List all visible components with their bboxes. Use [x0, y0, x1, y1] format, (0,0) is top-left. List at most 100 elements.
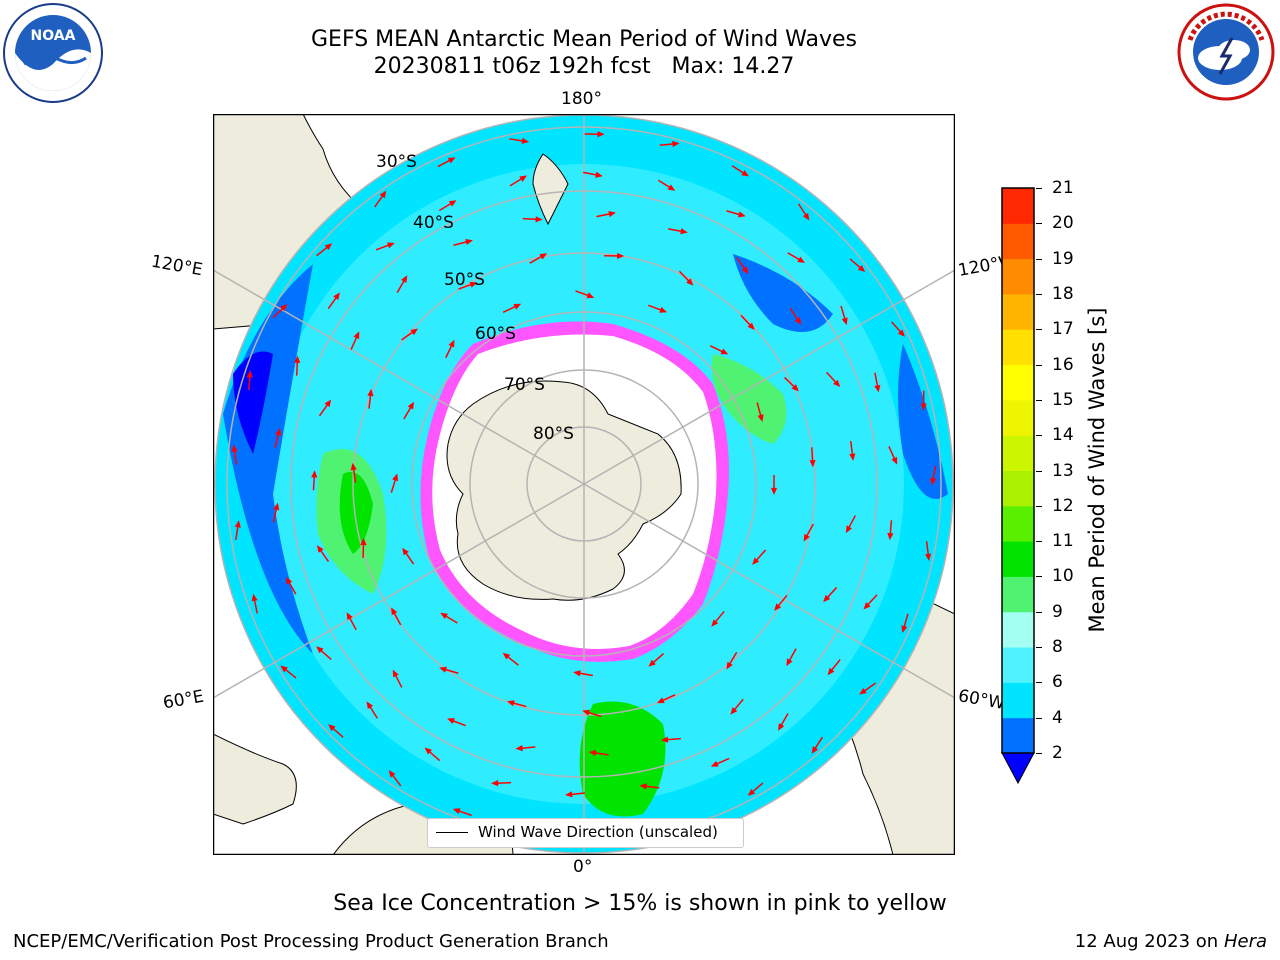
- wind-wave-arrow-head: [582, 709, 591, 716]
- wind-wave-arrow-head: [752, 557, 760, 565]
- wind-wave-arrow-head: [448, 339, 455, 348]
- wind-wave-arrow-head: [774, 603, 782, 611]
- wind-wave-arrow-head: [737, 211, 746, 218]
- wind-wave-arrow-head: [360, 537, 367, 546]
- wind-wave-arrow-head: [797, 256, 806, 263]
- wind-wave-arrow-head: [833, 379, 841, 388]
- legend-line-swatch: [436, 832, 468, 833]
- wind-wave-arrow-head: [823, 594, 831, 603]
- lon-label-0: 0°: [573, 857, 593, 877]
- wind-wave-arrow-head: [366, 701, 374, 710]
- wind-wave-arrow-head: [639, 783, 647, 790]
- wind-wave-arrow-head: [316, 646, 324, 654]
- chart-title-line1: GEFS MEAN Antarctic Mean Period of Wind …: [311, 27, 857, 52]
- wind-wave-arrow-head: [324, 243, 333, 251]
- wind-wave-arrow-head: [897, 329, 905, 337]
- colorbar-tick-mark: [1036, 682, 1042, 684]
- lat-label-60s: 60°S: [475, 324, 516, 344]
- sea-ice-note: Sea Ice Concentration > 15% is shown in …: [333, 891, 947, 916]
- wind-wave-arrow-head: [353, 331, 360, 340]
- wind-wave-arrow-head: [448, 200, 457, 207]
- colorbar-tick-label: 6: [1052, 672, 1063, 693]
- colorbar-block: [1002, 223, 1034, 260]
- wind-wave-arrow-head: [333, 292, 340, 301]
- colorbar-tick-mark: [1036, 293, 1042, 295]
- wind-wave-arrow-head: [440, 612, 448, 620]
- wind-wave-arrow-head: [901, 625, 908, 634]
- nws-logo: [1176, 2, 1276, 102]
- wind-wave-arrow-head: [887, 532, 894, 541]
- wind-wave-arrow-head: [803, 533, 810, 542]
- wind-wave-arrow-head: [513, 303, 522, 310]
- wind-wave-arrow-head: [387, 242, 395, 249]
- wind-wave-arrow-head: [328, 724, 336, 732]
- colorbar-tick-mark: [1036, 647, 1042, 649]
- colorbar-tick-label: 21: [1052, 178, 1074, 198]
- wind-wave-arrow-head: [535, 216, 543, 223]
- colorbar-tick-mark: [1036, 435, 1042, 437]
- wind-wave-arrow-head: [324, 399, 332, 408]
- wind-wave-arrow-head: [280, 303, 288, 312]
- wind-wave-arrow-head: [379, 190, 387, 199]
- lat-label-30s: 30°S: [376, 152, 417, 172]
- wind-wave-arrow-head: [778, 723, 785, 731]
- chart-title-line2: 20230811 t06z 192h fcst Max: 14.27: [373, 54, 795, 79]
- wind-wave-arrow-head: [367, 388, 374, 397]
- wind-wave-arrow-head: [720, 348, 729, 355]
- colorbar-tick-mark: [1036, 329, 1042, 331]
- colorbar-tick-label: 18: [1052, 283, 1074, 304]
- colorbar-tick-label: 10: [1052, 566, 1074, 587]
- wind-wave-arrow-head: [410, 328, 419, 336]
- wind-wave-arrow-head: [747, 322, 755, 330]
- wind-wave-arrow-head: [246, 370, 253, 378]
- wind-wave-arrow-head: [811, 746, 819, 754]
- wind-wave-arrow-head: [402, 547, 409, 556]
- wind-wave-arrow-head: [741, 266, 749, 274]
- wind-wave-arrow-head: [521, 137, 530, 144]
- colorbar-tick-mark: [1036, 223, 1042, 225]
- colorbar-block: [1002, 258, 1034, 295]
- lon-label-120e: 120°E: [149, 251, 205, 281]
- lat-label-40s: 40°S: [413, 213, 454, 233]
- colorbar-tick-label: 20: [1052, 213, 1074, 234]
- wind-wave-arrow-head: [388, 770, 396, 778]
- wind-wave-arrow-head: [452, 808, 461, 815]
- wind-wave-arrow-head: [515, 745, 523, 752]
- wind-wave-arrow-head: [841, 317, 848, 326]
- wind-wave-arrow-head: [231, 444, 238, 453]
- colorbar-tick-label: 11: [1052, 531, 1074, 552]
- wind-wave-arrow-head: [672, 140, 680, 148]
- wind-wave-arrow-head: [573, 670, 581, 677]
- lon-label-60w: 60°W: [956, 686, 1007, 714]
- map-frame: [212, 113, 956, 856]
- wind-wave-arrow-head: [234, 520, 241, 528]
- wind-wave-arrow-head: [827, 667, 835, 676]
- wind-wave-arrow-head: [809, 459, 816, 468]
- colorbar-block: [1002, 470, 1034, 507]
- wind-wave-arrow-head: [770, 487, 778, 495]
- map-legend: Wind Wave Direction (unscaled): [427, 818, 744, 848]
- footer-left: NCEP/EMC/Verification Post Processing Pr…: [13, 931, 609, 952]
- colorbar-block: [1002, 399, 1034, 436]
- colorbar-tick-mark: [1036, 505, 1042, 507]
- land-new-zealand: [532, 153, 569, 226]
- wind-wave-arrow-head: [863, 602, 871, 610]
- colorbar-block: [1002, 576, 1034, 613]
- colorbar-tick-mark: [1036, 258, 1042, 260]
- wind-wave-arrow-head: [845, 525, 852, 534]
- wind-wave-arrow-head: [465, 239, 473, 246]
- colorbar-tick-mark: [1036, 611, 1042, 613]
- wind-wave-arrow-head: [680, 228, 688, 235]
- wind-wave-arrow-head: [316, 545, 324, 553]
- land-antarctica: [446, 380, 682, 601]
- wind-wave-arrow-head: [747, 788, 756, 796]
- colorbar-block: [1002, 188, 1034, 224]
- noaa-logo-text: NOAA: [31, 28, 76, 44]
- lon-label-180: 180°: [561, 89, 602, 109]
- wind-wave-arrow-head: [280, 665, 288, 673]
- colorbar-block: [1002, 717, 1034, 754]
- wind-wave-arrow-head: [659, 306, 668, 313]
- wind-wave-arrow-head: [930, 477, 937, 486]
- wind-wave-arrow-head: [469, 281, 478, 288]
- noaa-logo: NOAA: [2, 2, 104, 104]
